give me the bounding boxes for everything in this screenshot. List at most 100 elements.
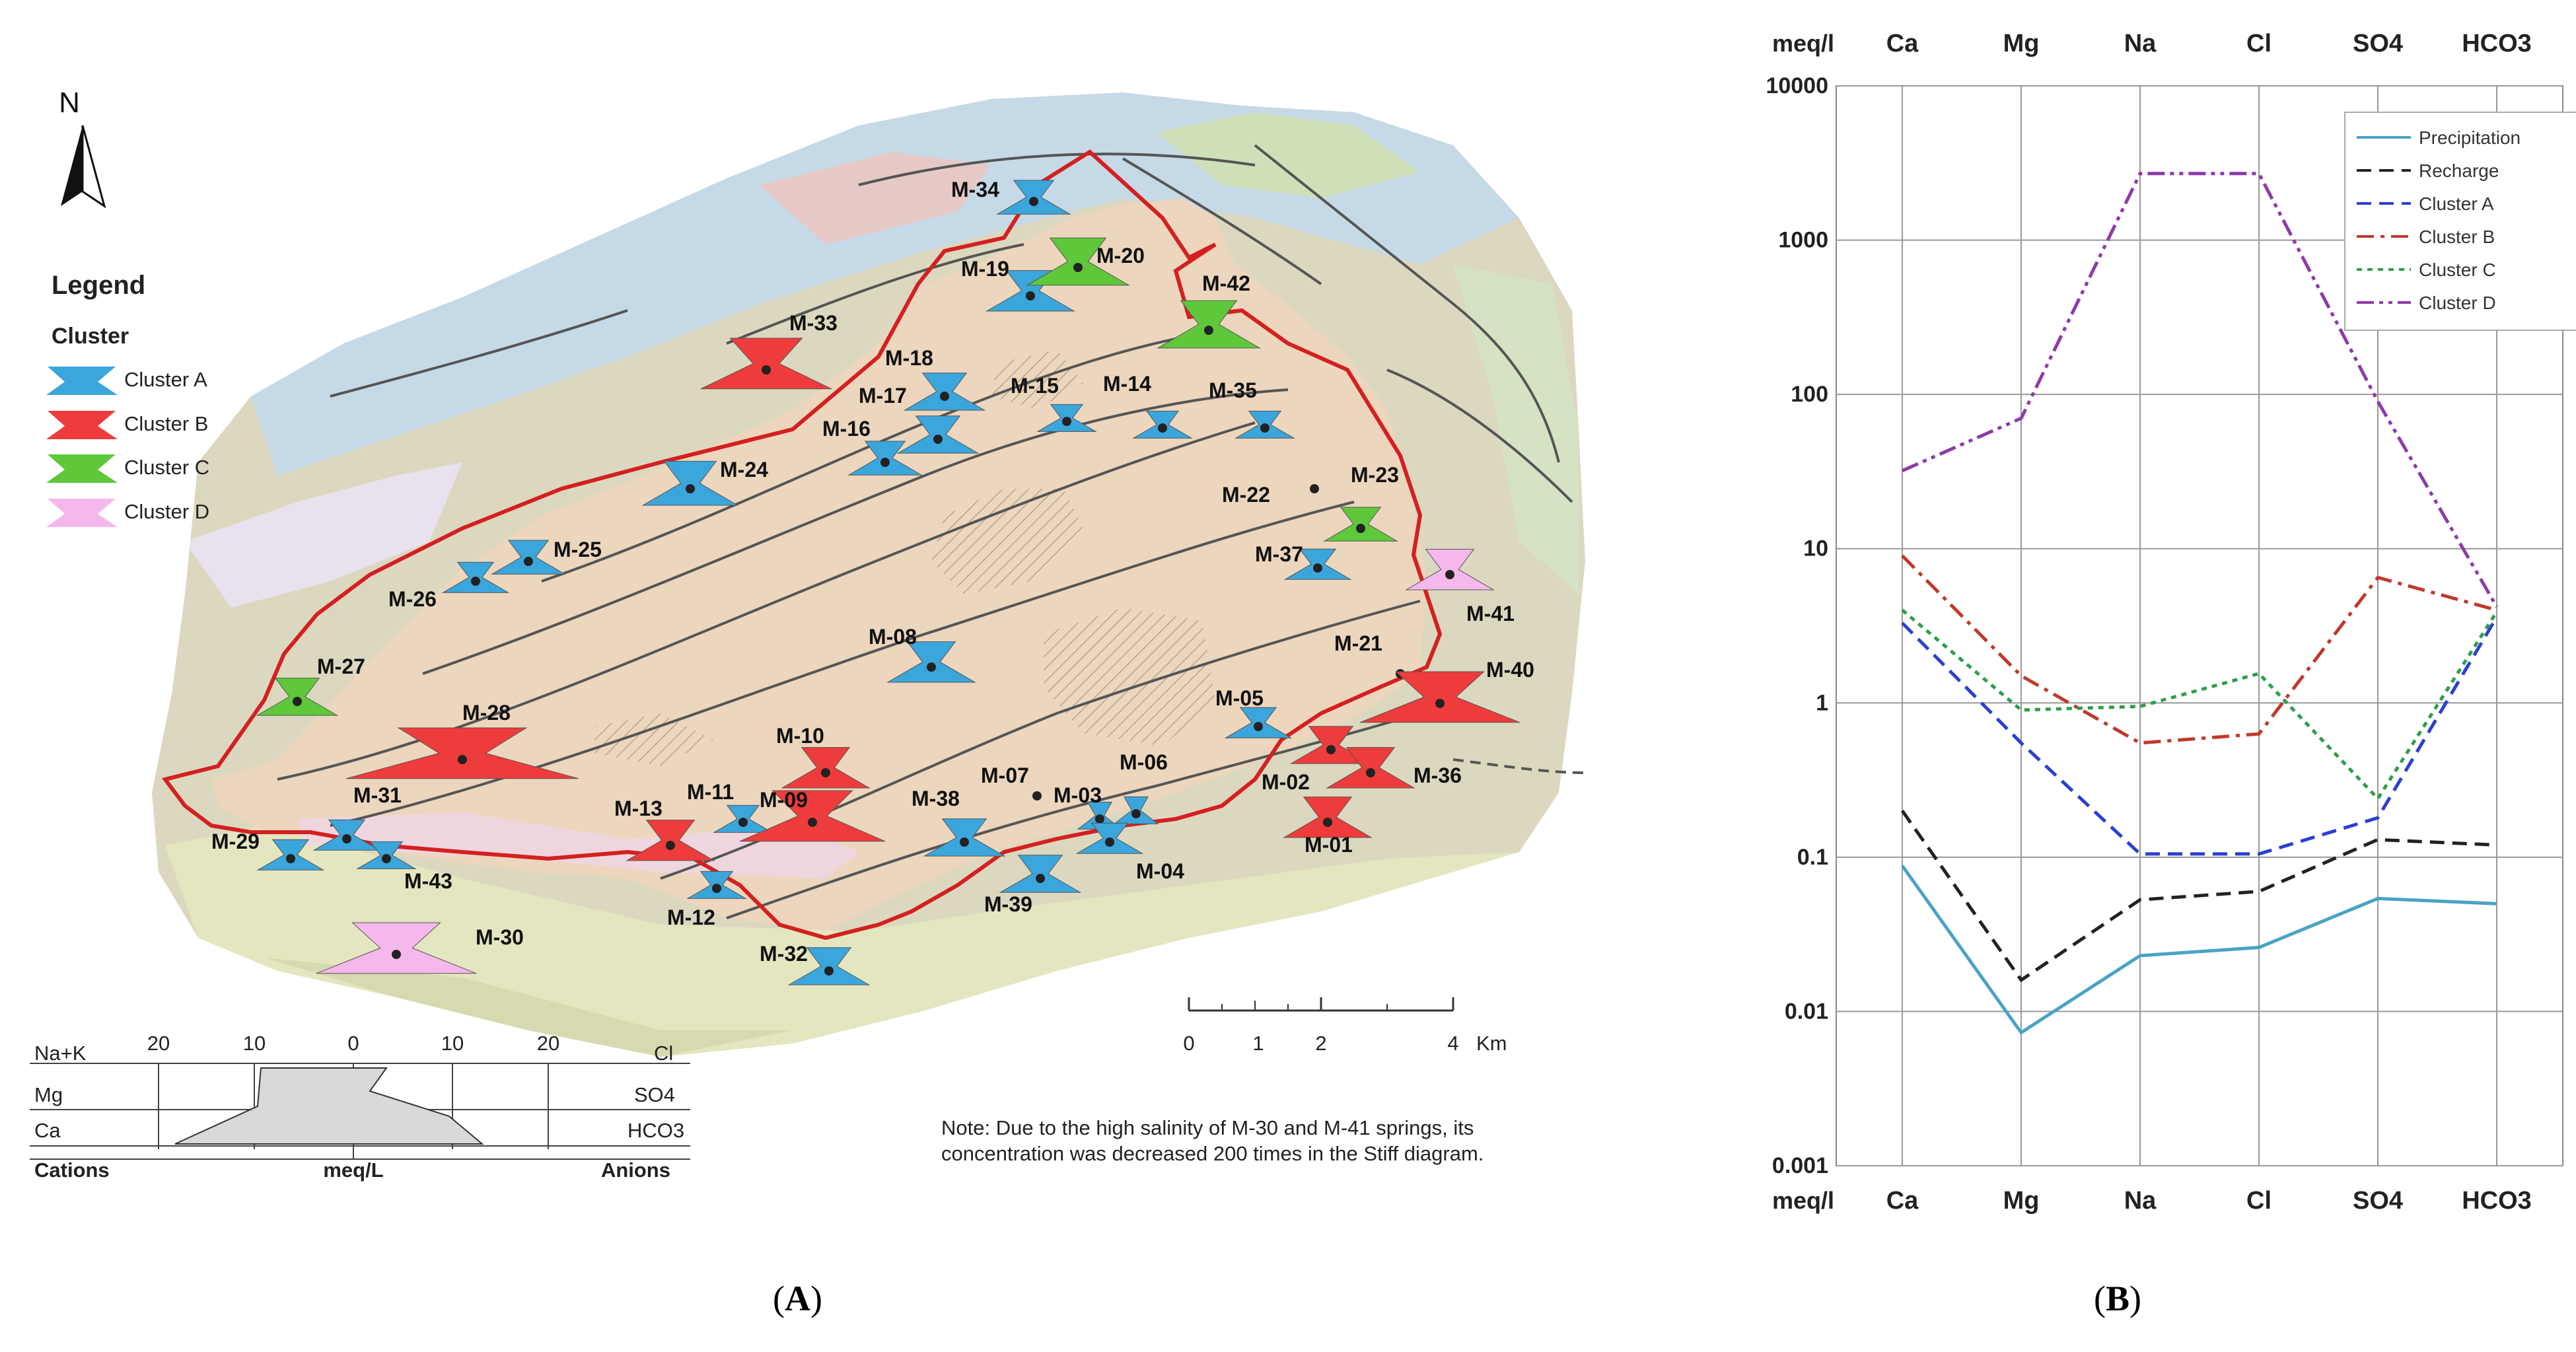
stiff-symbol [1326,747,1415,789]
spring-point [286,854,295,863]
spring-point [1326,745,1336,754]
spring-m-27: M-27 [256,655,365,716]
schoeller-chart: 10000 1000 100 10 1 0.1 0.01 0.001 meq/l Ca Mg Na C… [1766,30,2576,1215]
spring-m-37: M-37 [1255,542,1352,580]
series-line-cluster-c [1901,608,2499,802]
spring-label: M-11 [687,780,734,804]
spring-m-33: M-33 [700,311,838,390]
stiff-symbol [1359,671,1521,723]
stiff-row-label: Mg [34,1083,63,1106]
spring-point [1310,484,1319,493]
spring-point [1095,814,1104,824]
spring-m-18: M-18 [885,346,986,411]
spring-point [960,837,969,847]
spring-m-26: M-26 [388,561,510,611]
spring-label: M-25 [554,538,602,561]
series-line-cluster-a [1901,616,2499,856]
spring-point [524,557,533,566]
spring-m-08: M-08 [869,625,976,683]
stiff-key: Na+K Mg Ca Cl SO4 HCO3 20 10 0 10 20 Cat… [30,1032,690,1182]
spring-point [821,768,830,777]
stiff-symbol [641,460,739,506]
spring-label: M-40 [1486,658,1534,682]
legend-subtitle: Cluster [52,324,129,349]
legend-symbol [46,454,118,483]
north-label: N [59,87,80,119]
stiff-row-label: Na+K [34,1042,87,1065]
spring-point [1105,837,1114,847]
stiff-row-label: SO4 [634,1083,675,1106]
legend-symbol [46,411,118,439]
spring-point [1323,818,1332,827]
spring-label: M-13 [614,797,662,820]
spring-point [1032,791,1042,801]
spring-label: M-09 [760,788,808,812]
category-label-top: HCO3 [2462,30,2532,57]
spring-point [686,484,695,493]
spring-point [762,365,771,374]
map-legend: Legend Cluster Cluster A Cluster B Clust… [46,271,209,527]
category-label-bottom: Mg [2003,1187,2040,1215]
spring-label: M-02 [1262,770,1310,794]
y-tick-label: 0.001 [1772,1153,1828,1178]
legend-label: Cluster C [124,456,209,479]
spring-point [293,697,302,706]
spring-point [933,435,943,444]
stiff-symbol [1157,300,1261,349]
chart-legend: Precipitation Recharge Cluster A Cluster B C… [2344,112,2576,331]
spring-label: M-05 [1215,686,1264,710]
spring-label: M-17 [859,384,907,408]
spring-m-32: M-32 [760,942,871,985]
spring-label: M-35 [1209,378,1257,402]
spring-label: M-20 [1096,244,1145,267]
category-label-bottom: Ca [1886,1187,1919,1215]
legend-entry: Precipitation [2419,127,2521,148]
y-tick-label: 1 [1816,690,1828,715]
spring-label: M-29 [211,830,260,853]
spring-point [1366,768,1375,777]
y-tick-label: 10000 [1766,73,1828,98]
series-line-recharge [1900,810,2497,983]
panel-label-a: (A) [773,1279,822,1318]
stiff-scale-tick: 0 [347,1032,359,1055]
spring-label: M-41 [1466,602,1515,625]
spring-m-28: M-28 [345,701,579,779]
chart-series [1900,172,2499,1035]
spring-label: M-30 [476,925,524,949]
category-label-bottom: SO4 [2353,1187,2403,1215]
spring-m-42: M-42 [1157,271,1261,349]
legend-item-cluster-c: Cluster C [46,454,209,483]
spring-label: M-24 [720,458,768,481]
stiff-symbol [903,373,986,411]
spring-point [1029,197,1038,206]
spring-point [1313,563,1322,573]
spring-m-31: M-31 [312,783,402,851]
stiff-symbol [923,818,1006,857]
stiff-row-label: Cl [654,1042,673,1065]
legend-box [2344,112,2576,331]
spring-label: M-27 [317,655,365,678]
spring-m-35: M-35 [1209,378,1295,439]
stiff-symbol [316,922,477,974]
spring-point [1062,417,1071,426]
legend-entry: Cluster B [2419,227,2495,247]
spring-point [382,854,391,863]
spring-label: M-26 [388,587,437,611]
stiff-symbol [1026,237,1130,286]
spring-label: M-07 [981,764,1029,787]
stiff-symbol [739,790,886,842]
spring-label: M-14 [1103,372,1151,396]
spring-label: M-43 [404,869,452,893]
spring-m-09: M-09 [739,788,886,842]
category-label-bottom: HCO3 [2462,1187,2532,1215]
legend-entry: Recharge [2419,160,2499,181]
spring-point [1036,874,1045,883]
stiff-symbol [1405,549,1495,590]
spring-m-11: M-11 [687,780,773,833]
spring-point [342,834,351,843]
spring-m-12: M-12 [667,871,747,929]
stiff-anions-label: Anions [601,1158,670,1182]
spring-label: M-12 [667,906,715,929]
spring-point [927,662,936,672]
